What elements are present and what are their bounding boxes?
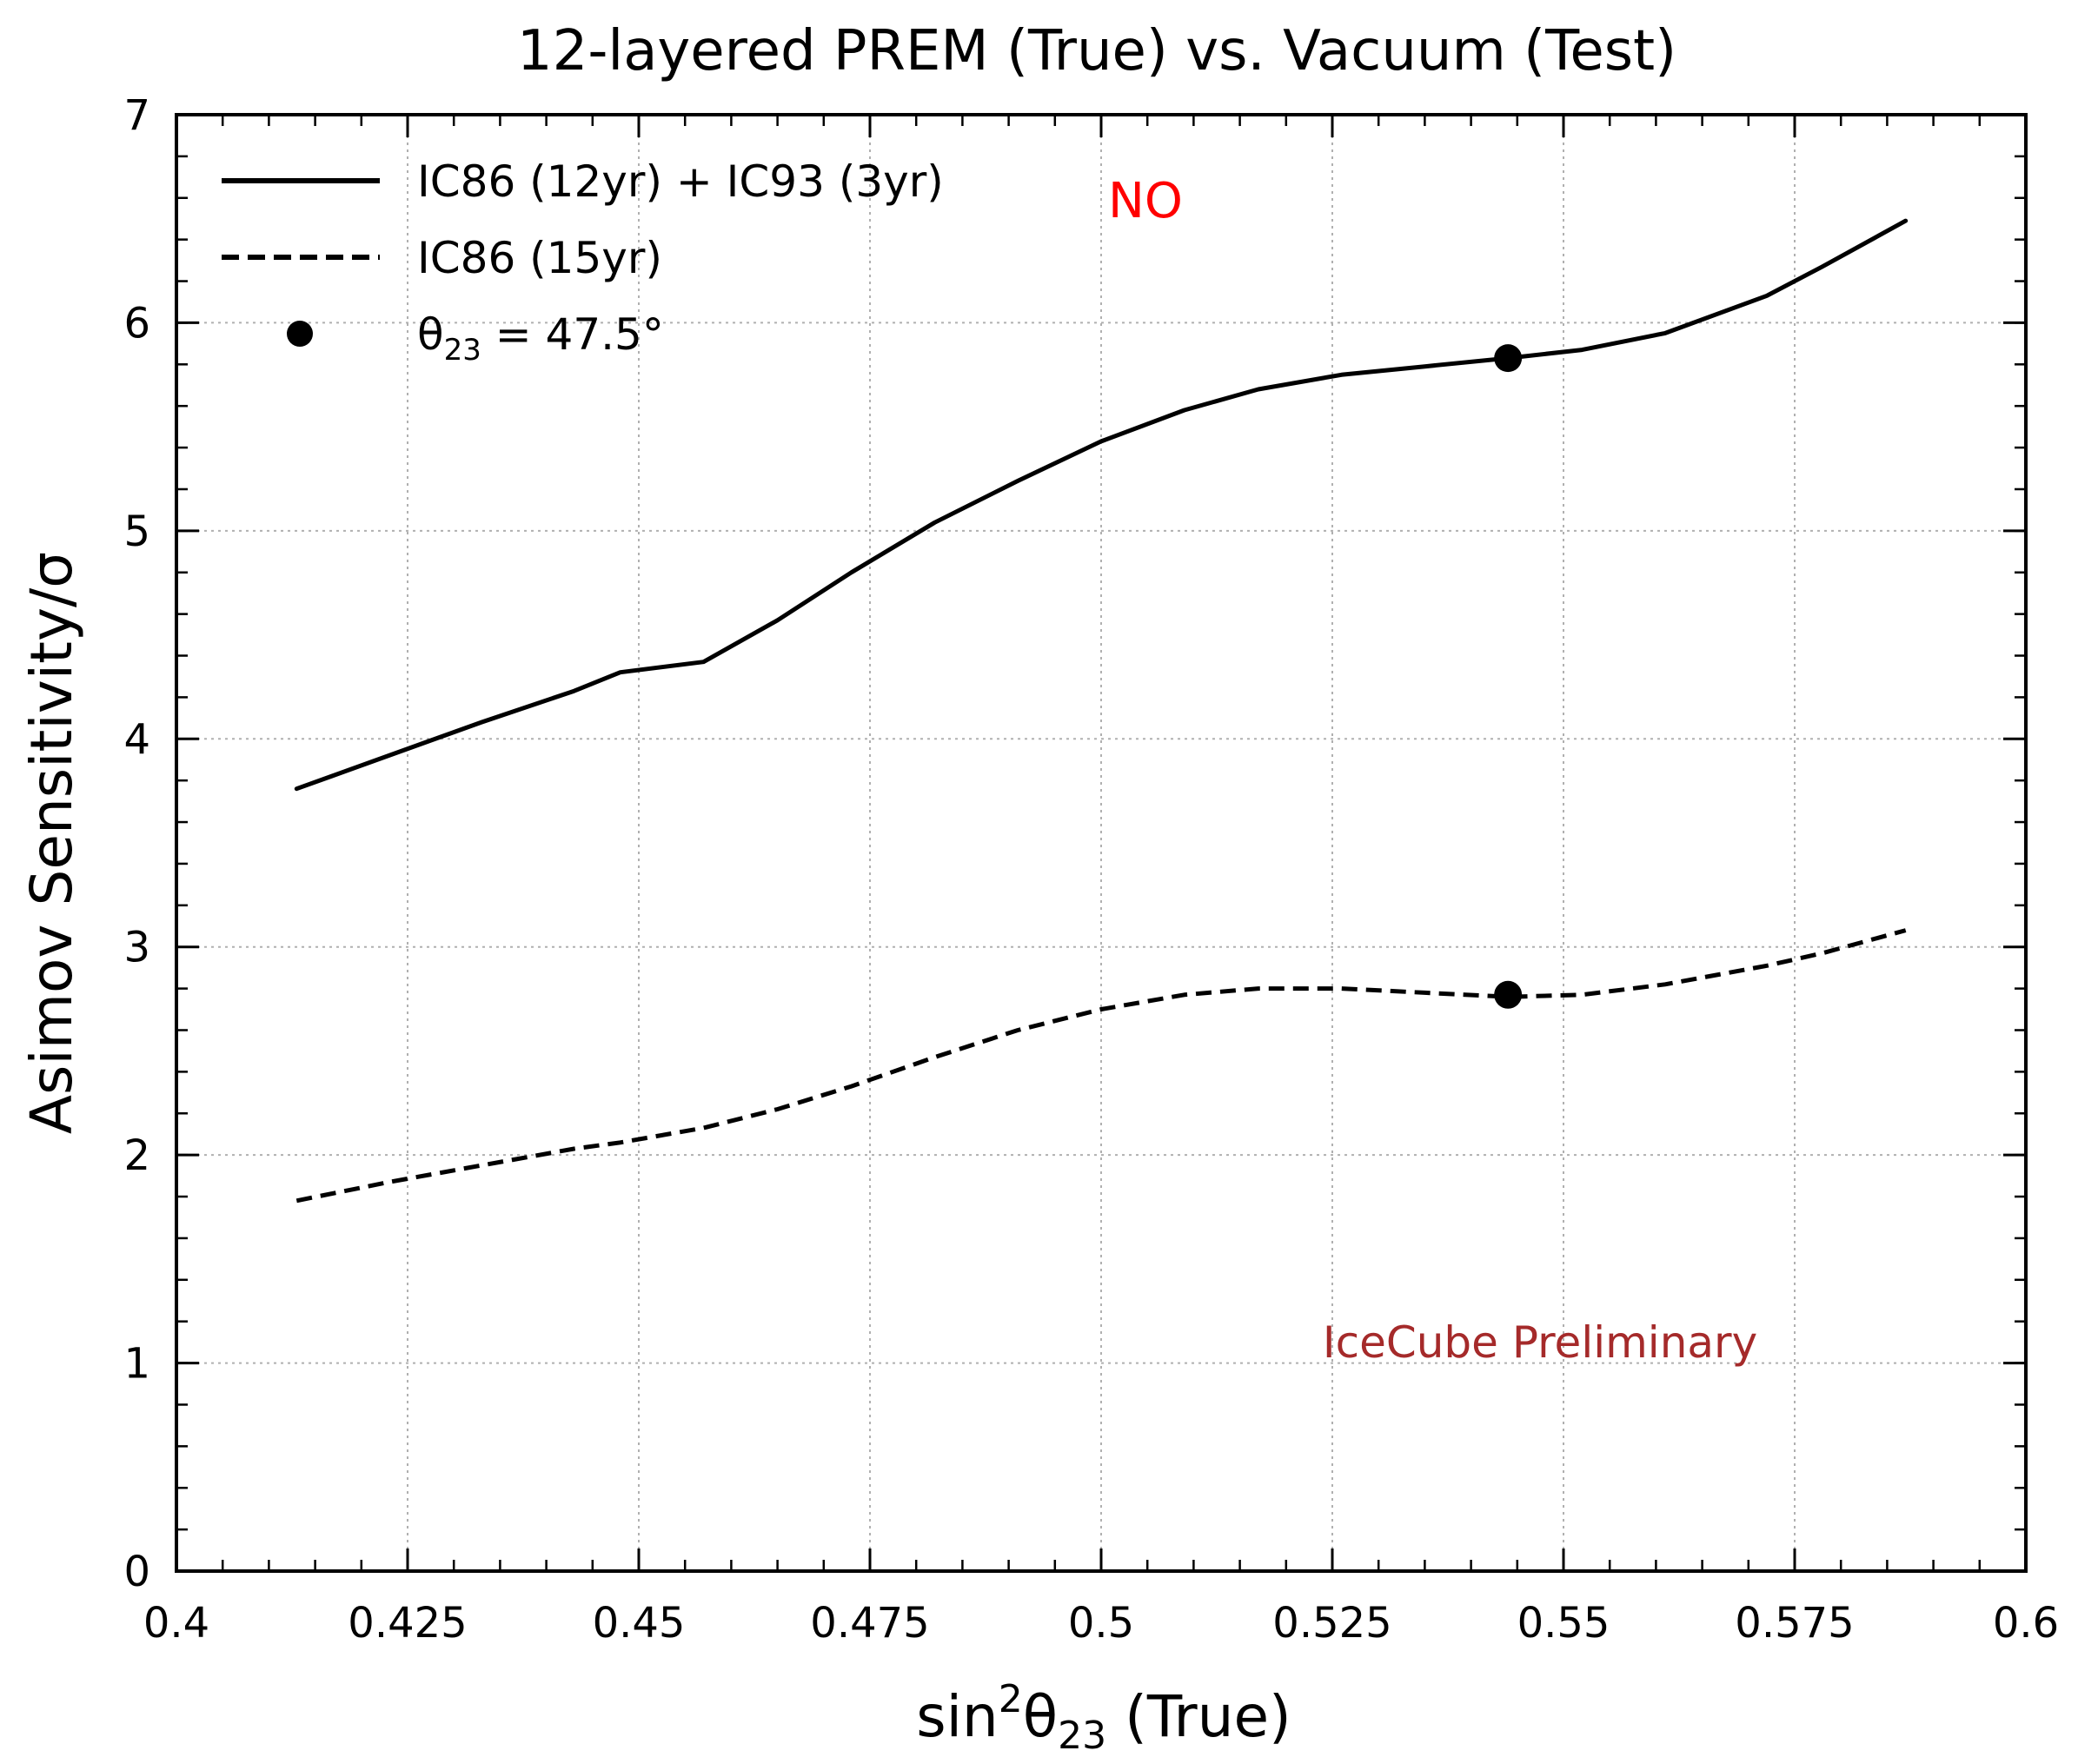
plot-frame	[175, 113, 2028, 1573]
legend-marker-dot	[287, 321, 313, 347]
legend-label-marker: θ23 = 47.5°	[417, 309, 664, 368]
legend-label-dashed: IC86 (15yr)	[417, 233, 662, 283]
y-tick-label: 1	[123, 1340, 150, 1389]
chart-title: 12-layered PREM (True) vs. Vacuum (Test)	[517, 19, 1676, 83]
y-tick-label: 5	[123, 507, 150, 556]
legend-marker-theta: θ	[417, 309, 444, 360]
x-tick-label: 0.45	[593, 1599, 686, 1648]
x-axis-label-base: sin	[916, 1683, 999, 1750]
series-line-combined	[294, 218, 1909, 792]
y-tick-label: 6	[123, 299, 150, 348]
y-tick-label: 0	[123, 1548, 150, 1596]
legend-marker-suffix: = 47.5°	[481, 309, 664, 360]
x-tick-label: 0.5	[1068, 1599, 1134, 1648]
marker-point	[1494, 980, 1523, 1009]
marker-layer	[1494, 344, 1523, 1009]
x-axis-label-sup: 2	[999, 1677, 1023, 1721]
x-tick-label: 0.6	[1993, 1599, 2059, 1648]
x-tick-label: 0.4	[143, 1599, 209, 1648]
x-axis-label-suffix: (True)	[1106, 1683, 1291, 1750]
ordering-annotation: NO	[1108, 173, 1183, 229]
x-tick-label: 0.525	[1272, 1599, 1391, 1648]
grid	[176, 115, 2026, 1571]
x-tick-label: 0.475	[810, 1599, 929, 1648]
y-axis-label: Asimov Sensitivity/σ	[18, 552, 85, 1134]
legend: IC86 (12yr) + IC93 (3yr) IC86 (15yr) θ23…	[222, 156, 944, 368]
marker-point	[1494, 344, 1523, 373]
x-axis-label-theta: θ	[1023, 1683, 1058, 1750]
x-tick-label: 0.425	[348, 1599, 467, 1648]
legend-label-solid: IC86 (12yr) + IC93 (3yr)	[417, 156, 944, 207]
watermark-annotation: IceCube Preliminary	[1323, 1317, 1757, 1368]
y-tick-label: 4	[123, 715, 150, 764]
y-tick-label: 2	[123, 1131, 150, 1180]
series-line-ic86	[295, 928, 1907, 1204]
x-tick-label: 0.55	[1517, 1599, 1610, 1648]
axis-tick-labels: 0.4 0.425 0.45 0.475 0.5 0.525 0.55 0.575 0.6 0 1 2…	[123, 91, 2059, 1648]
y-tick-label: 3	[123, 924, 150, 972]
series-layer	[294, 218, 1909, 1204]
x-tick-label: 0.575	[1735, 1599, 1854, 1648]
y-tick-label: 7	[123, 91, 150, 140]
legend-marker-sub: 23	[444, 333, 481, 368]
x-axis-label-sub: 23	[1058, 1714, 1106, 1758]
x-axis-label: sin2θ23 (True)	[916, 1677, 1291, 1758]
